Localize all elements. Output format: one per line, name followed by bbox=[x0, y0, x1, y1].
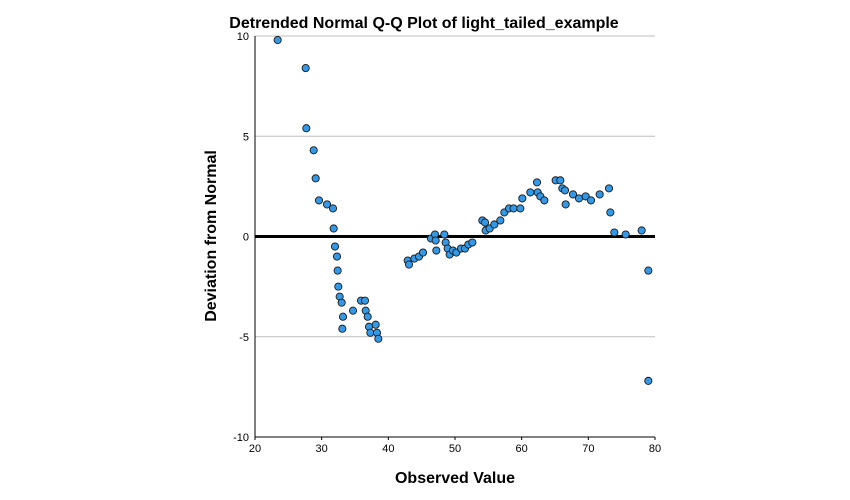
data-point bbox=[374, 334, 383, 343]
data-point bbox=[366, 328, 375, 337]
data-point bbox=[338, 324, 347, 333]
data-point bbox=[560, 186, 570, 195]
data-point bbox=[468, 238, 477, 247]
data-point bbox=[637, 226, 646, 235]
data-point bbox=[581, 192, 590, 201]
data-point bbox=[621, 230, 630, 239]
y-tick-label: 0 bbox=[243, 232, 249, 244]
data-point bbox=[418, 248, 428, 257]
data-point bbox=[322, 200, 332, 209]
data-point bbox=[496, 216, 505, 225]
data-point bbox=[518, 194, 527, 203]
data-point bbox=[348, 306, 358, 315]
data-point bbox=[328, 204, 338, 213]
x-tick-label: 80 bbox=[649, 443, 661, 455]
data-point bbox=[273, 35, 282, 45]
data-point bbox=[574, 194, 584, 203]
y-tick-label: 5 bbox=[243, 131, 249, 143]
x-tick-label: 50 bbox=[449, 443, 461, 455]
grid-lines bbox=[255, 35, 655, 338]
x-tick-label: 70 bbox=[582, 443, 594, 455]
y-tick-label: 10 bbox=[237, 31, 249, 43]
data-point bbox=[311, 174, 320, 183]
data-point bbox=[568, 190, 578, 199]
data-point bbox=[606, 208, 615, 217]
data-point bbox=[526, 188, 535, 197]
data-point bbox=[360, 296, 370, 305]
data-point bbox=[333, 266, 342, 275]
data-point bbox=[371, 320, 380, 329]
data-point bbox=[644, 266, 653, 275]
x-axis-title: Observed Value bbox=[395, 470, 515, 487]
x-tick-label: 20 bbox=[249, 443, 261, 455]
data-point bbox=[330, 242, 340, 251]
data-point bbox=[329, 224, 338, 233]
data-point bbox=[644, 376, 653, 385]
data-point bbox=[440, 230, 449, 239]
data-point bbox=[334, 282, 343, 291]
data-point bbox=[338, 312, 348, 321]
data-point bbox=[540, 196, 549, 205]
y-tick-label: -5 bbox=[239, 332, 249, 344]
y-axis-title: Deviation from Normal bbox=[203, 150, 220, 322]
data-point bbox=[431, 236, 440, 245]
data-point bbox=[309, 146, 318, 155]
data-point bbox=[490, 220, 499, 229]
data-point bbox=[363, 312, 372, 321]
data-points bbox=[273, 35, 653, 385]
data-point bbox=[516, 204, 525, 213]
data-point bbox=[509, 204, 518, 213]
data-point bbox=[604, 184, 614, 193]
data-point bbox=[302, 124, 311, 133]
data-point bbox=[595, 190, 604, 199]
data-point bbox=[532, 178, 542, 187]
data-point bbox=[314, 196, 324, 205]
data-point bbox=[480, 218, 490, 227]
data-point bbox=[332, 252, 342, 261]
data-point bbox=[432, 246, 441, 255]
data-point bbox=[586, 196, 596, 205]
data-point bbox=[610, 228, 619, 237]
data-point bbox=[561, 200, 570, 209]
x-tick-label: 60 bbox=[516, 443, 528, 455]
x-tick-label: 30 bbox=[316, 443, 328, 455]
data-point bbox=[404, 260, 414, 269]
x-tick-label: 40 bbox=[382, 443, 394, 455]
data-point bbox=[337, 298, 346, 307]
y-tick-label: -10 bbox=[233, 432, 249, 444]
data-point bbox=[556, 176, 565, 185]
data-point bbox=[301, 64, 310, 73]
chart-title: Detrended Normal Q-Q Plot of light_taile… bbox=[229, 15, 619, 32]
